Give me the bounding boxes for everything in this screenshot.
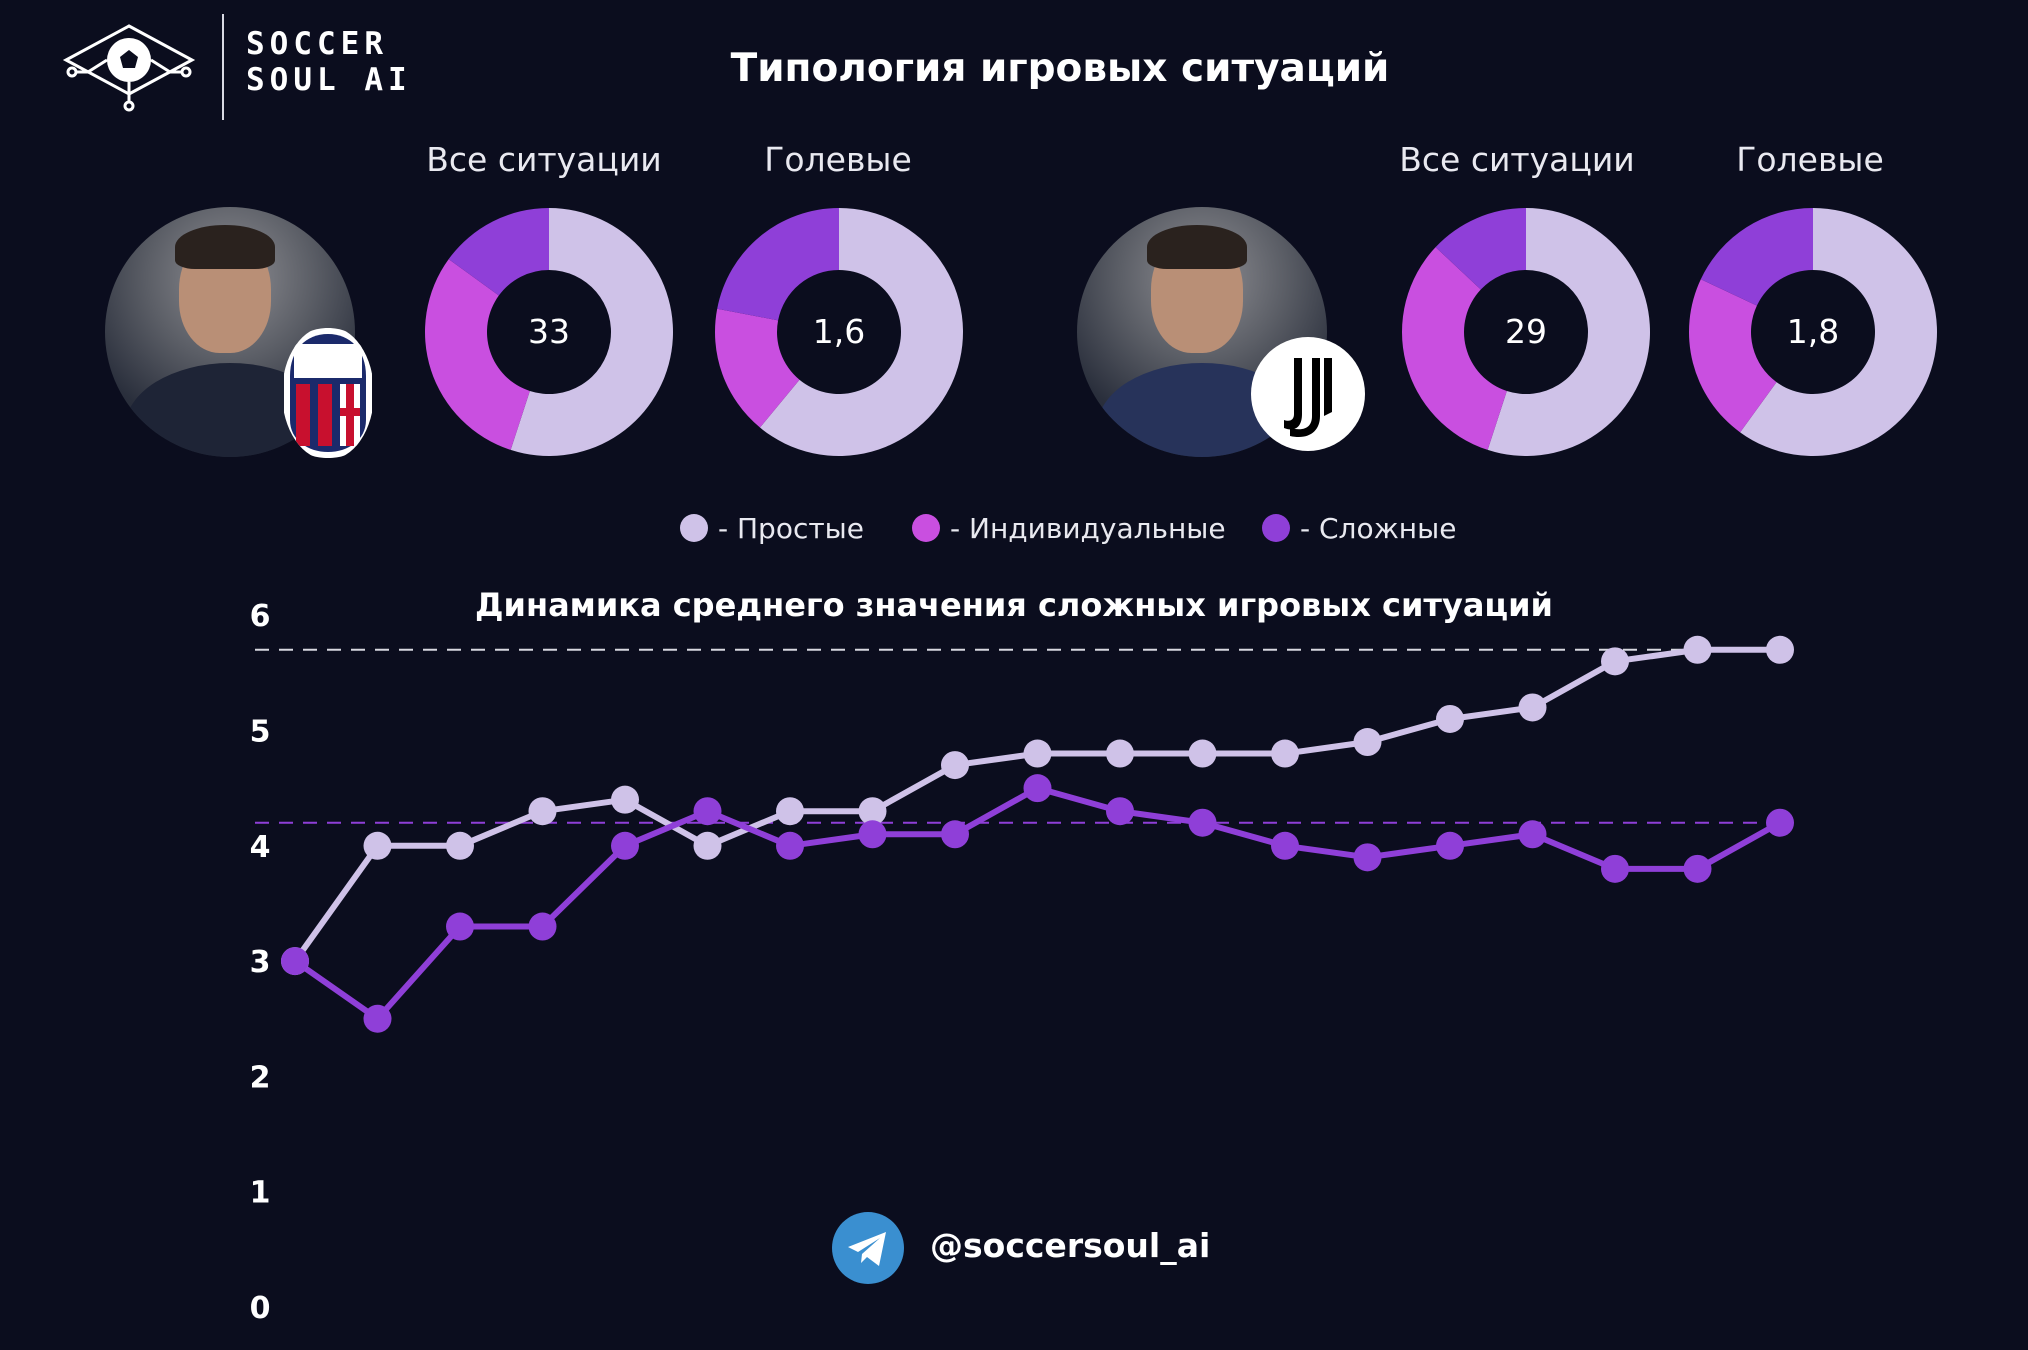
donut-segment-complex xyxy=(1700,208,1813,306)
series-2-point xyxy=(1766,808,1794,837)
series-2-point xyxy=(1106,797,1134,826)
brand-name-line2: SOUL AI xyxy=(246,62,412,98)
series-1-point xyxy=(611,785,639,814)
bologna-crest-icon xyxy=(284,328,372,458)
donut-segment-complex xyxy=(448,208,549,296)
brand-name-line1: SOCCER xyxy=(246,26,388,62)
series-2-point xyxy=(1023,774,1052,803)
donut-all-situations-left: 33 xyxy=(424,208,673,457)
series-1-point xyxy=(693,831,722,860)
y-tick-label: 5 xyxy=(250,715,271,750)
series-1-point xyxy=(1271,739,1299,768)
series-1-point xyxy=(446,831,474,860)
y-tick-label: 2 xyxy=(250,1060,271,1095)
series-2-point xyxy=(363,1004,392,1033)
label-goal-left: Голевые xyxy=(764,140,912,179)
donut-goal-right: 1,8 xyxy=(1689,208,1937,456)
donut-goal-left: 1,6 xyxy=(715,208,963,456)
series-1-point xyxy=(1106,739,1134,768)
y-tick-label: 6 xyxy=(250,599,271,634)
donut-center-value: 1,8 xyxy=(1787,312,1839,351)
series-2-point xyxy=(528,912,557,941)
series-1-point xyxy=(1601,647,1629,676)
series-2-point xyxy=(281,947,309,976)
chart-title: Динамика среднего значения сложных игров… xyxy=(475,586,1553,624)
donut-center-value: 29 xyxy=(1505,312,1547,351)
legend-dot-individual-icon xyxy=(912,514,940,542)
series-1-point xyxy=(1023,739,1052,768)
series-2-point xyxy=(1271,831,1299,860)
telegram-handle-link[interactable]: @soccersoul_ai xyxy=(930,1226,1211,1265)
juventus-logo-icon xyxy=(1251,337,1365,451)
donut-segment-simple xyxy=(759,208,963,456)
donut-segment-individual xyxy=(715,308,800,428)
series-1-point xyxy=(776,797,804,826)
telegram-icon[interactable] xyxy=(832,1212,904,1284)
soccer-soul-logo-icon xyxy=(62,24,196,112)
legend-item-simple: - Простые xyxy=(680,508,864,548)
legend-dot-complex-icon xyxy=(1262,514,1290,542)
series-1-point xyxy=(528,797,557,826)
donut-segment-complex xyxy=(1435,208,1526,290)
legend-item-individual: - Индивидуальные xyxy=(912,508,1226,548)
series-2-point xyxy=(1518,820,1547,849)
series-1-point xyxy=(1518,693,1547,722)
series-1-point xyxy=(1683,635,1712,664)
donut-segment-simple xyxy=(1487,208,1650,457)
donut-center-value: 33 xyxy=(528,312,570,351)
donut-segment-complex xyxy=(717,208,839,321)
coach-photo-juventus xyxy=(1077,207,1327,457)
legend-item-complex: - Сложные xyxy=(1262,508,1456,548)
brand-divider xyxy=(222,14,224,120)
donut-segment-simple xyxy=(510,208,673,457)
line-chart: 0 1 2 3 4 5 6 xyxy=(250,599,1794,1320)
series-1-point xyxy=(858,797,887,826)
series-1-point xyxy=(363,831,392,860)
donut-center-value: 1,6 xyxy=(813,312,865,351)
donut-segment-individual xyxy=(424,259,530,450)
y-tick-label: 1 xyxy=(250,1176,271,1211)
series-1-point xyxy=(1353,728,1382,757)
y-tick-label: 0 xyxy=(250,1291,271,1320)
donut-all-situations-right: 29 xyxy=(1402,208,1650,457)
series-2-point xyxy=(1601,854,1629,883)
series-2-point xyxy=(941,820,969,849)
series-2-point xyxy=(1683,854,1712,883)
series-2-point xyxy=(611,831,639,860)
series-1-point xyxy=(1188,739,1217,768)
legend-dot-simple-icon xyxy=(680,514,708,542)
label-all-situations-left: Все ситуации xyxy=(426,140,662,179)
series-1-point xyxy=(1436,704,1464,733)
donut-segment-individual xyxy=(1689,279,1777,433)
legend-label: - Простые xyxy=(718,511,865,545)
series-2-point xyxy=(446,912,474,941)
label-all-situations-right: Все ситуации xyxy=(1399,140,1635,179)
series-2-point xyxy=(858,820,887,849)
legend-label: - Сложные xyxy=(1300,511,1457,545)
donut-segment-simple xyxy=(1740,208,1937,456)
page-title: Типология игровых ситуаций xyxy=(730,46,1390,91)
donut-segment-individual xyxy=(1402,247,1507,450)
y-tick-label: 3 xyxy=(250,945,271,980)
y-tick-label: 4 xyxy=(250,830,271,865)
series-1-point xyxy=(941,751,969,780)
series-2-point xyxy=(776,831,804,860)
series-2-point xyxy=(693,797,722,826)
label-goal-right: Голевые xyxy=(1736,140,1884,179)
legend-label: - Индивидуальные xyxy=(950,511,1226,545)
series-2-point xyxy=(1188,808,1217,837)
series-line-1 xyxy=(292,646,1780,963)
series-2-point xyxy=(1353,843,1382,872)
series-1-point xyxy=(1766,635,1794,664)
series-2-point xyxy=(1436,831,1464,860)
